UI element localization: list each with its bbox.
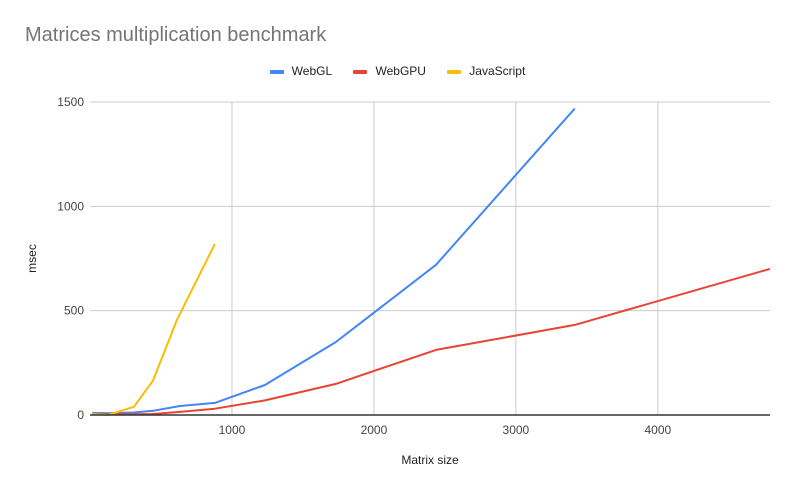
- legend-label: WebGL: [291, 64, 333, 78]
- series-line-javascript: [92, 243, 216, 416]
- series-line-webgpu: [92, 267, 771, 416]
- legend-swatch: [269, 69, 284, 74]
- legend: WebGL WebGPU JavaScript: [0, 64, 795, 78]
- x-tick-label: 2000: [361, 423, 388, 437]
- legend-item-webgl[interactable]: WebGL: [269, 64, 333, 78]
- chart-title: Matrices multiplication benchmark: [25, 24, 327, 46]
- x-axis-title: Matrix size: [401, 453, 459, 467]
- series-line-webgl: [92, 107, 576, 415]
- x-tick-label: 4000: [644, 423, 671, 437]
- legend-swatch: [447, 69, 462, 74]
- legend-label: WebGPU: [375, 64, 426, 78]
- x-tick-label: 1000: [219, 423, 246, 437]
- x-tick-label: 3000: [503, 423, 530, 437]
- legend-item-webgpu[interactable]: WebGPU: [353, 64, 426, 78]
- y-tick-label: 0: [77, 408, 84, 422]
- y-tick-label: 1000: [57, 199, 84, 213]
- y-tick-label: 1500: [57, 95, 84, 109]
- legend-item-javascript[interactable]: JavaScript: [447, 64, 525, 78]
- legend-swatch: [353, 69, 368, 74]
- y-tick-label: 500: [64, 304, 84, 318]
- y-axis-title: msec: [25, 244, 39, 273]
- legend-label: JavaScript: [469, 64, 526, 78]
